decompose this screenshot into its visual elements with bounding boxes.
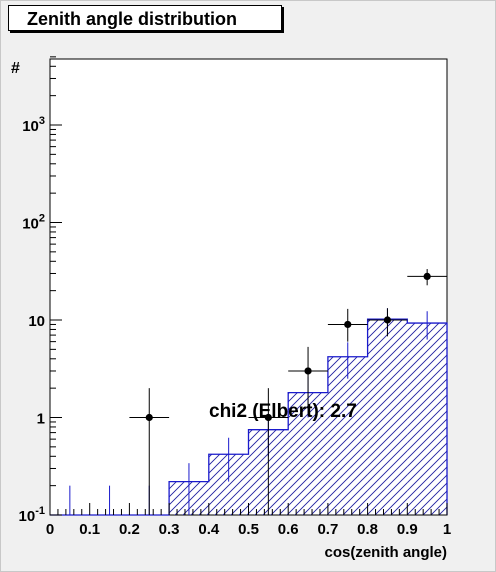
x-tick-label: 1 [443, 521, 451, 538]
y-axis-label: # [11, 60, 20, 77]
x-tick-label: 0.5 [238, 521, 259, 538]
x-tick-label: 0.8 [357, 521, 378, 538]
y-tick-label: 1 [37, 411, 45, 428]
x-tick-label: 0.7 [317, 521, 338, 538]
y-tick-label: 102 [22, 213, 45, 233]
histogram-layer [50, 318, 448, 516]
x-tick-label: 0.2 [119, 521, 140, 538]
y-tick-label: 10-1 [19, 505, 45, 525]
x-tick-label: 0.1 [79, 521, 100, 538]
x-tick-label: 0 [46, 521, 54, 538]
data-point [264, 413, 272, 422]
data-points-layer [129, 269, 447, 515]
histogram-bar [367, 319, 408, 515]
data-point [304, 367, 312, 375]
x-axis-label: cos(zenith angle) [324, 544, 447, 561]
x-tick-label: 0.9 [397, 521, 418, 538]
chart-title: Zenith angle distribution [8, 5, 282, 31]
histogram-bar [407, 323, 447, 515]
data-point [344, 320, 352, 329]
y-tick-label: 103 [22, 115, 45, 135]
chi2-annotation: chi2 (Elbert): 2.7 [209, 401, 357, 422]
data-point [383, 316, 392, 324]
y-tick-label: 10 [28, 313, 45, 330]
histogram-bar [327, 356, 368, 515]
x-tick-label: 0.6 [278, 521, 299, 538]
data-point [145, 413, 153, 422]
axes-layer: 0 0.1 0.2 0.3 0.4 0.5 0.6 0.7 0.8 0.9 1 10-1 1 10 102 1… [19, 56, 451, 538]
x-tick-label: 0.3 [159, 521, 180, 538]
x-tick-label: 0.4 [198, 521, 220, 538]
data-point [423, 272, 431, 281]
